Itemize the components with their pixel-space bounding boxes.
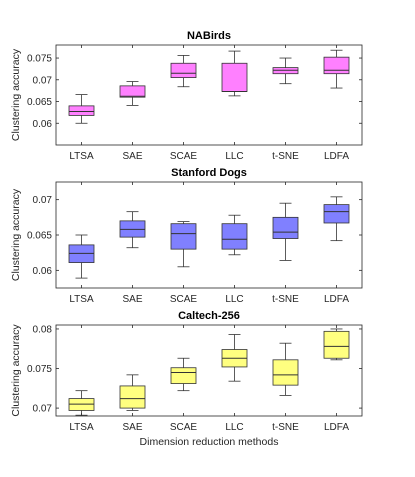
chart-title: Stanford Dogs bbox=[171, 167, 247, 179]
y-axis-label: Clustering accuracy bbox=[10, 48, 22, 141]
x-tick-label: SCAE bbox=[170, 422, 198, 433]
box-iqr bbox=[272, 216, 299, 239]
y-tick-label: 0.07 bbox=[33, 404, 53, 415]
box-iqr bbox=[221, 62, 248, 92]
x-tick-label: SCAE bbox=[170, 294, 198, 305]
box-scae bbox=[170, 357, 197, 392]
plot-area bbox=[55, 44, 363, 146]
box-ltsa bbox=[68, 234, 95, 279]
plot-area bbox=[55, 181, 363, 289]
y-tick-label: 0.08 bbox=[33, 324, 53, 335]
box-llc bbox=[221, 50, 248, 97]
chart-title: NABirds bbox=[187, 30, 231, 42]
box-ldfa bbox=[323, 196, 350, 242]
y-axis-label: Clustering accuracy bbox=[10, 324, 22, 417]
x-tick-label: SAE bbox=[122, 294, 142, 305]
y-tick-label: 0.065 bbox=[27, 97, 52, 108]
plot-area bbox=[55, 324, 363, 417]
box-iqr bbox=[170, 62, 197, 79]
box-sae bbox=[119, 211, 146, 249]
x-tick-label: LTSA bbox=[69, 151, 94, 162]
box-iqr bbox=[323, 56, 350, 75]
box-ltsa bbox=[68, 390, 95, 416]
y-tick-label: 0.07 bbox=[33, 75, 53, 86]
box-ltsa bbox=[68, 94, 95, 124]
y-tick-label: 0.075 bbox=[27, 364, 52, 375]
chart-panel-2: Stanford Dogs Clustering accuracy 0.06 0.06… bbox=[10, 167, 363, 305]
y-tick-label: 0.075 bbox=[27, 54, 52, 65]
box-iqr bbox=[119, 385, 146, 409]
box-iqr bbox=[221, 223, 248, 250]
box-llc bbox=[221, 214, 248, 256]
x-tick-label: LLC bbox=[225, 294, 243, 305]
x-tick-label: t-SNE bbox=[272, 151, 299, 162]
x-tick-label: SAE bbox=[122, 422, 142, 433]
x-tick-label: t-SNE bbox=[272, 294, 299, 305]
y-axis-label: Clustering accuracy bbox=[10, 188, 22, 281]
box-iqr bbox=[170, 223, 197, 250]
box-sae bbox=[119, 81, 146, 106]
y-tick-label: 0.07 bbox=[33, 195, 53, 206]
box-scae bbox=[170, 221, 197, 268]
box-iqr bbox=[170, 367, 197, 384]
box-ldfa bbox=[323, 328, 350, 361]
y-tick-label: 0.06 bbox=[33, 119, 53, 130]
x-tick-label: SCAE bbox=[170, 151, 198, 162]
x-tick-label: t-SNE bbox=[272, 422, 299, 433]
x-tick-label: LTSA bbox=[69, 294, 94, 305]
chart-panel-3: Caltech-256 Clustering accuracy 0.07 0.075 0… bbox=[10, 310, 363, 448]
box-iqr bbox=[272, 359, 299, 386]
x-tick-label: LDFA bbox=[324, 294, 349, 305]
x-tick-label: LTSA bbox=[69, 422, 94, 433]
y-tick-label: 0.065 bbox=[27, 231, 52, 242]
x-tick-label: LLC bbox=[225, 422, 243, 433]
box-t-sne bbox=[272, 57, 299, 85]
box-scae bbox=[170, 55, 197, 88]
box-t-sne bbox=[272, 202, 299, 261]
x-tick-label: LDFA bbox=[324, 422, 349, 433]
box-llc bbox=[221, 334, 248, 382]
box-ldfa bbox=[323, 49, 350, 89]
x-tick-label: LLC bbox=[225, 151, 243, 162]
box-iqr bbox=[68, 105, 95, 116]
box-iqr bbox=[119, 85, 146, 98]
chart-panel-1: NABirds Clustering accuracy 0.06 0.065 0.07 0… bbox=[10, 30, 363, 162]
x-tick-label: LDFA bbox=[324, 151, 349, 162]
x-tick-label: SAE bbox=[122, 151, 142, 162]
box-t-sne bbox=[272, 342, 299, 396]
y-tick-label: 0.06 bbox=[33, 266, 53, 277]
box-sae bbox=[119, 374, 146, 411]
chart-title: Caltech-256 bbox=[178, 310, 240, 322]
x-axis-label: Dimension reduction methods bbox=[140, 436, 279, 448]
box-iqr bbox=[323, 330, 350, 359]
box-iqr bbox=[323, 204, 350, 224]
